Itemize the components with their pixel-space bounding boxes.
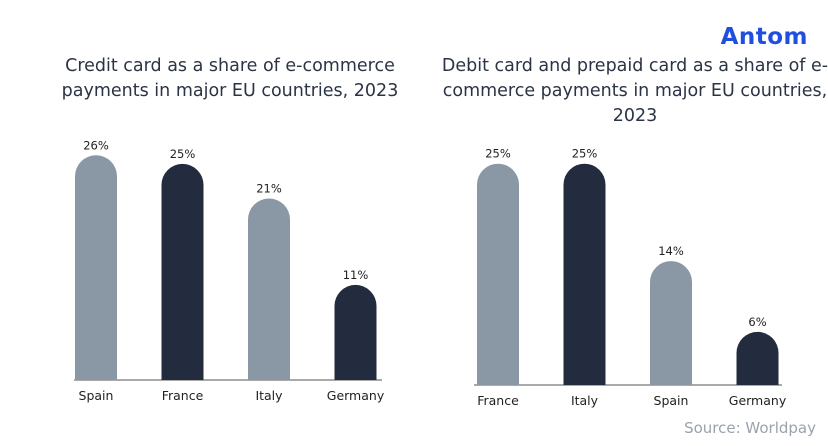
chart-title-debit-card: Debit card and prepaid card as a share o… — [441, 56, 828, 126]
bar-spain — [75, 155, 117, 380]
category-label-france: France — [162, 388, 204, 403]
antom-logo: Antom — [720, 24, 808, 50]
category-label-spain: Spain — [654, 393, 689, 408]
bar-germany — [334, 284, 377, 380]
source-note: Source: Worldpay — [684, 419, 816, 437]
bar-france — [477, 163, 519, 385]
bar-italy — [563, 163, 606, 385]
bar-germany — [736, 331, 779, 385]
category-label-germany: Germany — [327, 388, 385, 403]
data-label-germany: 6% — [748, 315, 766, 329]
category-label-france: France — [477, 393, 519, 408]
bar-spain — [650, 261, 692, 385]
data-label-italy: 21% — [256, 182, 282, 196]
category-label-italy: Italy — [571, 393, 599, 408]
data-label-germany: 11% — [343, 268, 369, 282]
data-label-spain: 14% — [658, 244, 684, 258]
data-label-spain: 26% — [83, 138, 109, 152]
bar-france — [161, 163, 204, 380]
bar-italy — [248, 198, 290, 380]
data-label-italy: 25% — [572, 147, 598, 161]
category-label-italy: Italy — [255, 388, 283, 403]
category-label-germany: Germany — [729, 393, 787, 408]
category-label-spain: Spain — [79, 388, 114, 403]
data-label-france: 25% — [485, 147, 511, 161]
chart-title-credit-card: Credit card as a share of e-commerce pay… — [61, 56, 399, 101]
data-label-france: 25% — [170, 147, 196, 161]
